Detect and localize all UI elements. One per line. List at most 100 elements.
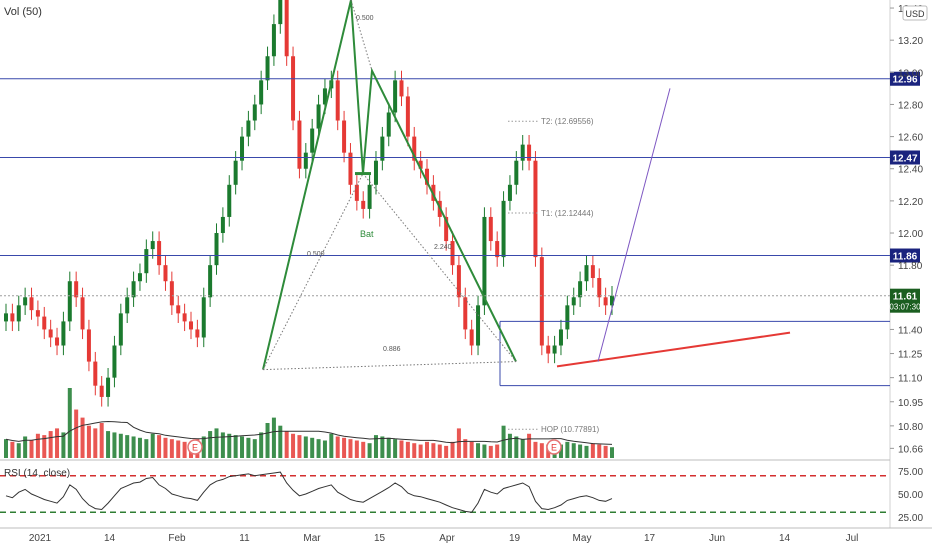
ratio-guide-line [262,361,517,371]
earnings-badge-label: E [192,443,198,453]
candle-body [469,329,474,346]
candle-body [501,200,506,258]
volume-bar [603,445,608,458]
candle-body [67,281,72,322]
candle-body [144,249,149,274]
volume-bar [361,441,366,458]
candle-body [412,136,417,161]
currency-badge[interactable] [902,5,928,21]
candle-body [55,337,60,346]
volume-bar [144,439,149,458]
price-tick-label: 11.10 [898,374,923,385]
volume-bar [571,443,576,458]
candle-body [373,160,378,185]
price-tick-label: 11.25 [898,350,923,361]
volume-bar [469,441,474,458]
volume-indicator-label: Vol (50) [4,6,42,18]
candle-body [278,0,283,25]
volume-bar [252,439,257,458]
candle-body [597,278,602,298]
candle-body [584,265,589,282]
target-label: T1: (12.12444) [541,209,594,218]
price-tick-label: 12.80 [898,100,923,111]
volume-bar [233,435,238,458]
volume-bar [527,433,532,458]
candle-body [539,257,544,346]
volume-bars [4,388,614,458]
volume-bar [444,445,449,458]
candle-body [361,200,366,209]
volume-bar [354,440,359,458]
candle-body [42,316,47,330]
volume-bar [284,431,289,458]
price-tick-label: 12.60 [898,133,923,144]
candle-body [163,265,168,282]
time-tick-label: May [573,533,592,544]
target-label: T2: (12.69556) [541,117,594,126]
candle-body [246,120,251,137]
candle-body [399,80,404,97]
volume-bar [291,433,296,458]
volume-bar [157,435,162,458]
candle-body [450,241,455,266]
volume-bar [380,436,385,458]
price-tick-label: 11.40 [898,325,923,336]
volume-bar [176,440,181,458]
volume-bar [367,443,372,458]
harmonic-pattern[interactable] [262,0,791,430]
volume-bar [163,437,168,458]
time-tick-label: Mar [303,533,321,544]
volume-bar [259,432,264,458]
time-tick-label: 17 [644,533,656,544]
candle-body [220,216,225,234]
volume-bar [99,423,104,458]
volume-bar [240,436,245,458]
time-tick-label: 19 [509,533,521,544]
candle-body [322,88,327,105]
volume-bar [565,441,570,458]
candle-body [201,297,206,338]
volume-bar [23,436,28,458]
candle-body [233,160,238,185]
volume-bar [169,439,174,458]
time-tick-label: Feb [168,533,186,544]
candle-body [367,184,372,209]
volume-bar [373,435,378,458]
volume-bar [208,431,213,458]
candle-body [227,184,232,217]
volume-bar [74,409,79,458]
volume-bar [137,437,142,458]
volume-bar [533,441,538,458]
volume-bar [322,440,327,458]
candle-body [284,0,289,57]
candle-body [533,160,538,258]
candle-body [157,241,162,266]
price-tick-label: 12.40 [898,165,923,176]
pattern-name-label: Bat [360,229,374,239]
candle-body [195,329,200,338]
time-tick-label: Apr [439,533,455,544]
candle-body [93,361,98,386]
candle-body [590,265,595,279]
price-tick-label: 10.95 [898,398,923,409]
price-badge [890,71,920,86]
candle-body [476,305,481,346]
candle-body [444,216,449,242]
volume-bar [48,431,53,458]
candle-body [137,273,142,282]
candle-body [265,56,270,81]
candle-body [571,297,576,306]
volume-bar [456,428,461,458]
candle-body [558,329,563,346]
price-tick-label: 13.20 [898,36,923,47]
projection-line [597,88,671,362]
price-tick-label: 12.20 [898,197,923,208]
candle-body [271,24,276,57]
rsi-tick-label: 75.00 [898,467,923,478]
volume-bar [348,439,353,458]
candle-body [354,184,359,201]
volume-bar [67,388,72,458]
volume-bar [399,440,404,458]
